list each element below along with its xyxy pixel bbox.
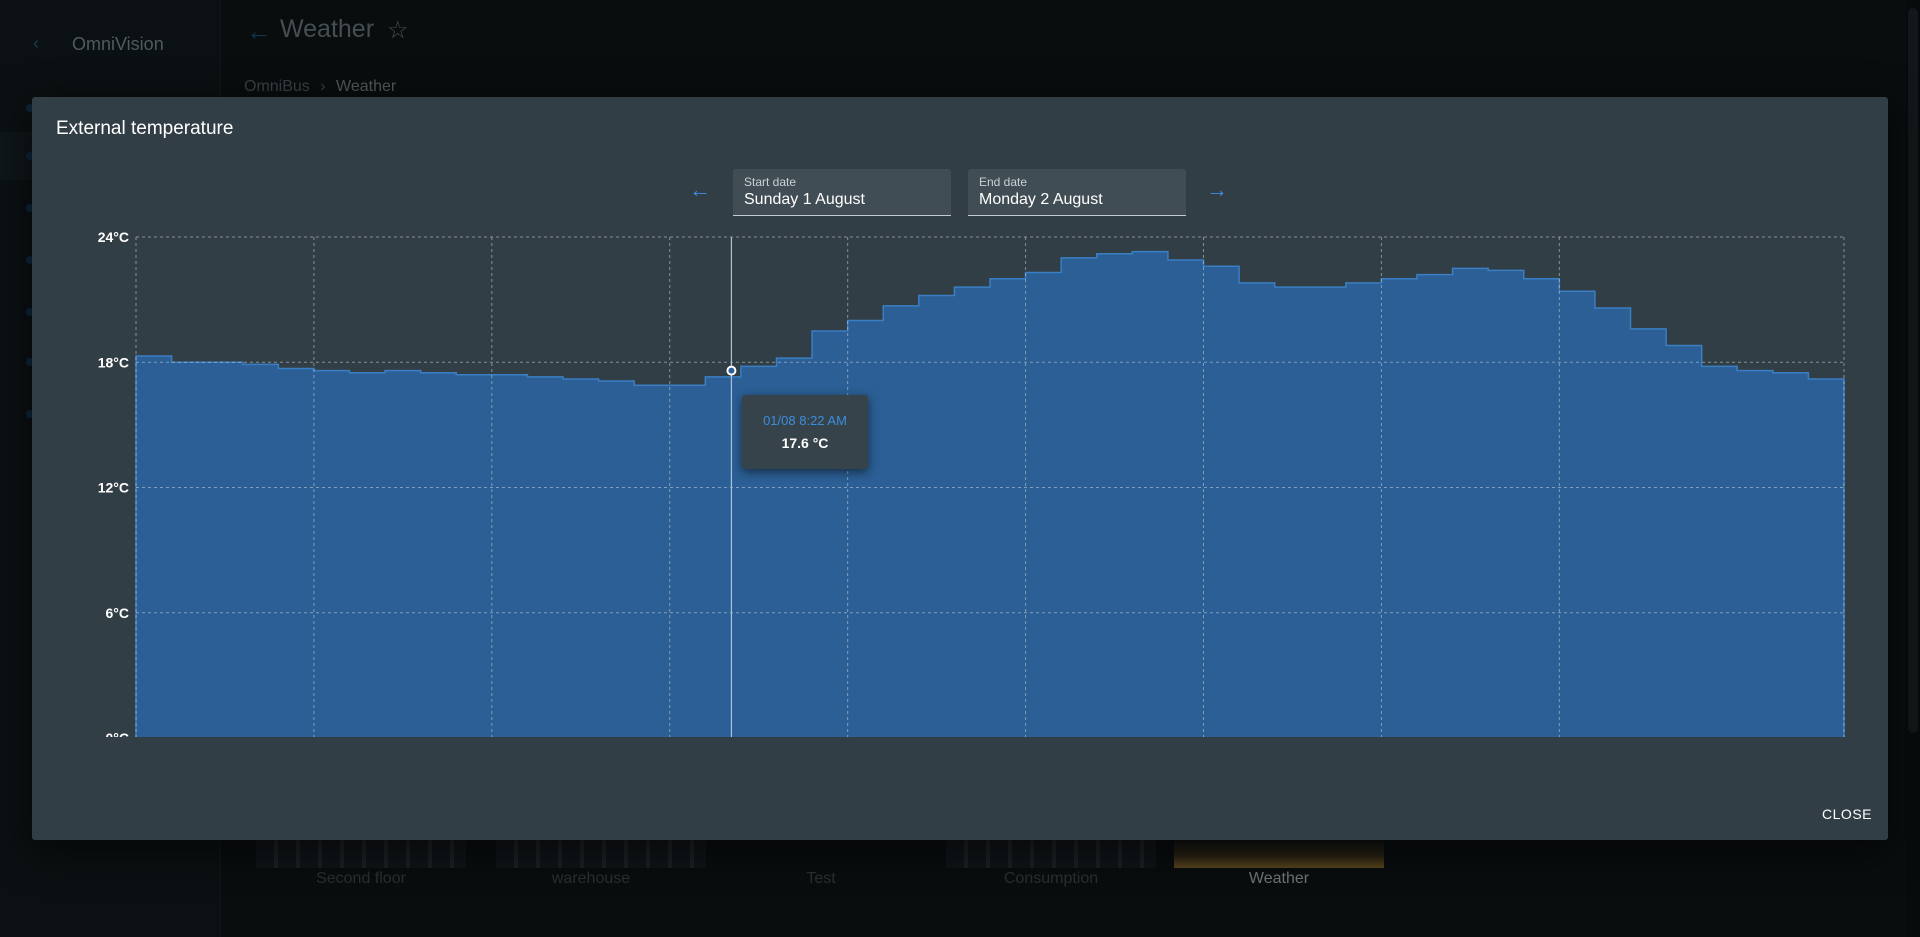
breadcrumb: OmniBus › Weather xyxy=(244,78,402,96)
sidebar-icon[interactable] xyxy=(26,104,34,112)
tile-label[interactable]: Test xyxy=(806,870,836,887)
tile-label[interactable]: warehouse xyxy=(551,870,631,887)
back-arrow-icon[interactable]: ← xyxy=(246,16,272,46)
temperature-chart[interactable]: 0°C6°C12°C18°C24°C01/08 12:00 AM01/08 2:… xyxy=(32,97,1888,737)
sidebar-icon[interactable] xyxy=(26,410,34,418)
start-date-label: Start date xyxy=(744,175,797,189)
next-period-arrow-icon[interactable]: → xyxy=(1206,177,1228,202)
sidebar-icon[interactable] xyxy=(26,204,34,212)
tile-label[interactable]: Consumption xyxy=(1003,870,1099,887)
previous-period-arrow-icon[interactable]: ← xyxy=(689,177,711,202)
tooltip-value: 17.6 °C xyxy=(781,435,829,451)
tile-image[interactable] xyxy=(496,840,706,868)
end-date-field[interactable]: End date Monday 2 August xyxy=(968,169,1186,216)
y-tick-label: 0°C xyxy=(106,730,130,737)
tooltip-time: 01/08 8:22 AM xyxy=(763,413,847,428)
chart-dialog: External temperature ← Start date Sunday… xyxy=(32,97,1888,840)
breadcrumb-item: Weather xyxy=(336,78,397,95)
close-button[interactable]: CLOSE xyxy=(1822,806,1872,822)
end-date-value: Monday 2 August xyxy=(979,191,1103,208)
dialog-title: External temperature xyxy=(56,118,234,139)
app-header: ‹ OmniVision xyxy=(0,24,220,64)
tile-image[interactable] xyxy=(256,840,466,868)
breadcrumb-item[interactable]: OmniBus xyxy=(244,78,310,95)
tile-image[interactable] xyxy=(946,840,1156,868)
page-title: Weather xyxy=(280,15,375,43)
temperature-area-series xyxy=(135,250,1845,737)
y-tick-label: 18°C xyxy=(98,354,129,370)
start-date-value: Sunday 1 August xyxy=(744,191,865,208)
breadcrumb-separator-icon: › xyxy=(320,78,326,95)
favorite-star-icon[interactable]: ☆ xyxy=(387,17,409,44)
collapse-chevron-icon[interactable]: ‹ xyxy=(33,33,39,53)
top-bar: ← Weather ☆ xyxy=(220,0,1920,80)
tile-label[interactable]: Second floor xyxy=(316,870,406,887)
sidebar-icon[interactable] xyxy=(26,152,34,160)
end-date-label: End date xyxy=(979,175,1028,189)
start-date-field[interactable]: Start date Sunday 1 August xyxy=(733,169,951,216)
tile-image[interactable] xyxy=(1174,840,1384,868)
sidebar-icon[interactable] xyxy=(26,256,34,264)
sidebar-icon[interactable] xyxy=(26,308,34,316)
y-tick-label: 12°C xyxy=(98,480,129,496)
scrollbar[interactable] xyxy=(1906,0,1920,937)
y-tick-label: 6°C xyxy=(106,605,130,621)
tile-label[interactable]: Weather xyxy=(1248,870,1310,887)
app-name: OmniVision xyxy=(72,34,164,54)
sidebar-icon[interactable] xyxy=(26,358,34,366)
y-tick-label: 24°C xyxy=(98,229,129,245)
chart-tooltip: 01/08 8:22 AM 17.6 °C xyxy=(742,395,868,469)
scrollbar-thumb[interactable] xyxy=(1908,8,1918,733)
hover-point xyxy=(726,365,737,376)
